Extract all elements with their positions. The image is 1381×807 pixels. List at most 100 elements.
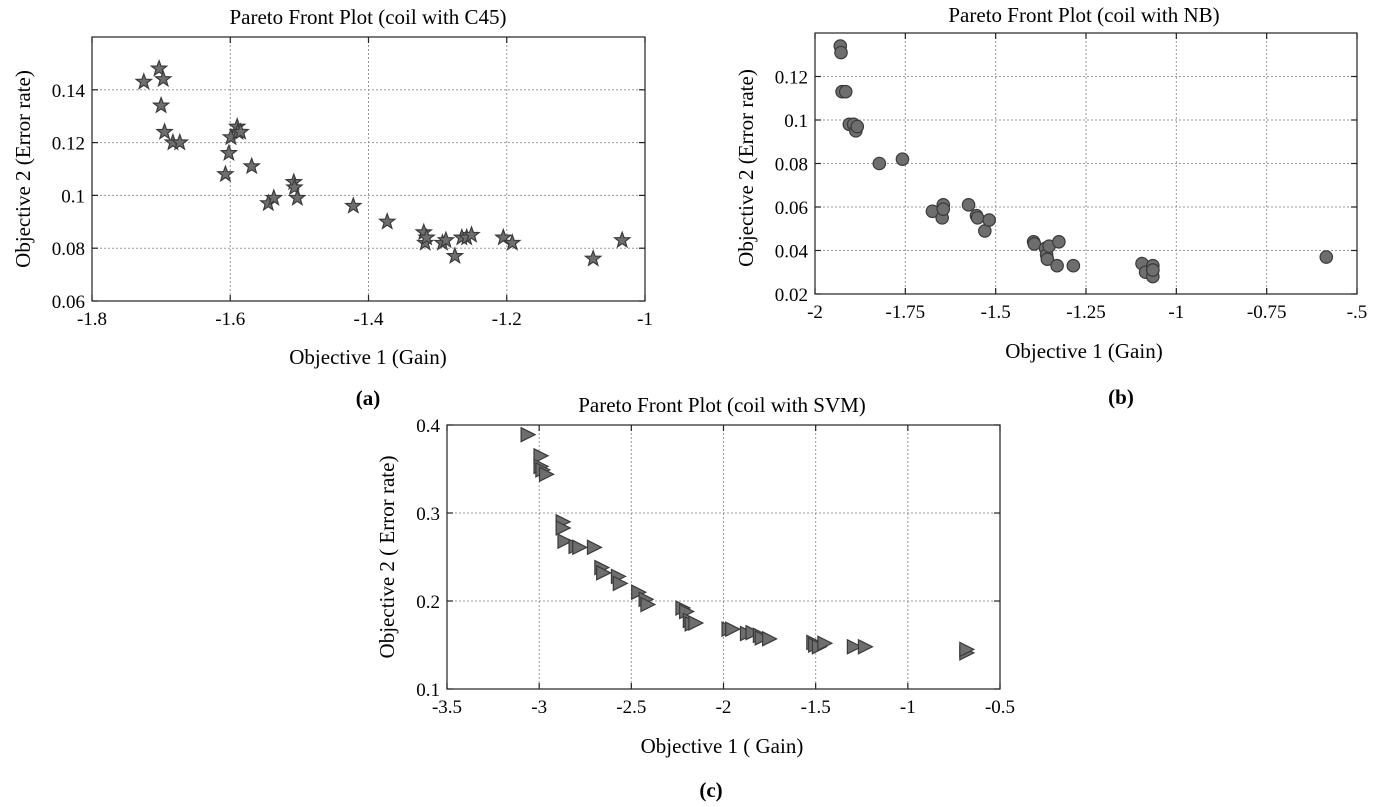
data-point-star [242, 156, 261, 175]
data-point-triangle [555, 519, 572, 536]
data-point-circle [1050, 258, 1064, 273]
data-point-star [149, 58, 169, 77]
x-tick-label: -1.5 [981, 302, 1011, 323]
data-point-circle [970, 211, 985, 225]
x-tick-label: -1.75 [886, 302, 926, 323]
x-tick-label: -2 [716, 697, 732, 718]
x-tick-label: -1.4 [353, 309, 384, 330]
data-point-star [153, 69, 173, 88]
data-point-star [445, 246, 465, 265]
data-point-circle [982, 213, 996, 227]
x-tick-label: -.5 [1347, 302, 1368, 323]
chart-panel-b: Pareto Front Plot (coil with NB) Objecti… [734, 3, 1367, 409]
data-point-circle [1319, 250, 1334, 264]
data-point-triangle [959, 641, 976, 658]
chart-c-ylabel: Objective 2 ( Error rate) [375, 456, 399, 659]
chart-a-xlabel: Objective 1 (Gain) [289, 345, 446, 369]
y-tick-label: 0.12 [775, 68, 808, 89]
data-point-star [612, 230, 632, 249]
data-point-triangle [520, 426, 537, 443]
data-point-star [134, 72, 154, 90]
data-point-circle [838, 84, 853, 99]
data-point-triangle [857, 638, 874, 655]
data-point-triangle [586, 539, 603, 556]
chart-b-title: Pareto Front Plot (coil with NB) [948, 3, 1219, 27]
x-tick-label: -0.5 [985, 697, 1015, 718]
data-point-star [216, 164, 235, 183]
x-tick-label: -1.8 [77, 309, 107, 330]
chart-c-plot: -3.5 -3 -2.5 -2 -1.5 -1 -0.5 0.1 0.2 0.3 0.4 [416, 416, 1015, 718]
y-tick-label: 0.04 [775, 242, 809, 263]
y-tick-label: 0.1 [61, 186, 85, 207]
chart-b-panel-label: (b) [1108, 385, 1134, 409]
y-tick-label: 0.4 [416, 416, 440, 437]
data-point-triangle [596, 564, 613, 581]
data-point-star [417, 227, 436, 246]
data-point-circle [834, 45, 848, 60]
data-point-triangle [688, 615, 705, 631]
x-tick-label: -3.5 [432, 697, 462, 718]
x-tick-label: -1 [900, 697, 916, 718]
data-point-star [288, 188, 307, 206]
y-tick-label: 0.3 [416, 504, 440, 525]
chart-c-title: Pareto Front Plot (coil with SVM) [578, 393, 866, 417]
data-point-circle [936, 202, 951, 216]
chart-panel-c: Pareto Front Plot (coil with SVM) Object… [375, 393, 1015, 802]
x-tick-label: -1.5 [801, 697, 831, 718]
data-point-circle [1040, 252, 1055, 267]
chart-a-title: Pareto Front Plot (coil with C45) [229, 5, 506, 29]
plot-frame [91, 36, 646, 302]
data-point-star [436, 230, 456, 249]
data-point-star [285, 177, 304, 196]
y-tick-label: 0.02 [775, 285, 808, 306]
data-point-triangle [761, 630, 778, 647]
data-point-circle [872, 156, 887, 171]
chart-b-xlabel: Objective 1 (Gain) [1005, 339, 1162, 363]
plot-frame [446, 424, 1001, 690]
data-point-star [155, 122, 174, 140]
chart-a-ylabel: Objective 2 (Error rate) [11, 70, 35, 268]
x-tick-label: -3 [531, 697, 547, 718]
data-point-circle [1146, 263, 1160, 277]
data-point-star [170, 132, 190, 151]
x-tick-label: -1.6 [215, 309, 245, 330]
data-point-star [462, 225, 481, 243]
x-tick-label: -1 [637, 309, 653, 330]
y-tick-label: 0.06 [52, 292, 85, 313]
y-tick-label: 0.08 [52, 239, 85, 260]
data-point-triangle [846, 638, 863, 655]
data-point-circle [1066, 258, 1081, 273]
data-point-star [344, 196, 363, 214]
data-point-triangle [572, 539, 589, 556]
y-tick-label: 0.1 [416, 680, 440, 701]
data-point-circle [895, 152, 910, 166]
x-tick-label: -0.75 [1247, 302, 1287, 323]
data-point-triangle [533, 447, 550, 464]
y-tick-label: 0.2 [416, 592, 440, 613]
data-point-circle [961, 198, 976, 212]
chart-a-plot: -1.8 -1.6 -1.4 -1.2 -1 0.06 0.08 0.1 0.12 0.14 [52, 36, 653, 330]
x-tick-label: -1.25 [1066, 302, 1106, 323]
y-tick-label: 0.1 [784, 111, 808, 132]
y-tick-label: 0.12 [52, 134, 85, 155]
data-point-star [151, 95, 171, 114]
data-point-triangle [817, 635, 834, 652]
x-tick-label: -2.5 [616, 697, 646, 718]
data-point-star [219, 143, 239, 162]
x-tick-label: -1.2 [492, 309, 522, 330]
chart-b-ylabel: Objective 2 (Error rate) [734, 69, 758, 267]
x-tick-label: -2 [807, 302, 823, 323]
data-point-circle [1052, 235, 1066, 249]
chart-b-plot: -2 -1.75 -1.5 -1.25 -1 -0.75 -.5 0.02 0.04 0.06 0.… [775, 32, 1368, 323]
data-point-circle [1027, 237, 1042, 251]
data-point-triangle [538, 466, 555, 483]
data-point-star [264, 188, 284, 206]
data-point-triangle [557, 533, 574, 550]
data-point-star [583, 249, 603, 267]
chart-c-panel-label: (c) [699, 778, 722, 802]
chart-c-xlabel: Objective 1 ( Gain) [641, 734, 804, 758]
data-point-circle [850, 119, 865, 134]
chart-a-panel-label: (a) [356, 386, 381, 410]
data-point-star [494, 227, 513, 246]
